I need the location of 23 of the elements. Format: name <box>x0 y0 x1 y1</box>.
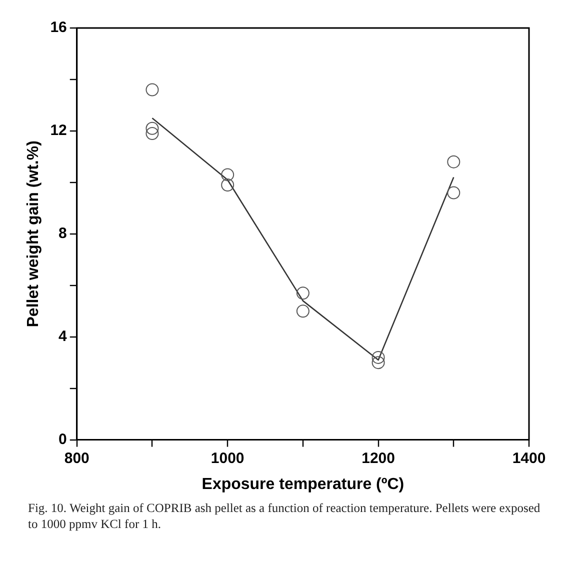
y-tick-label: 12 <box>50 122 67 140</box>
point <box>296 304 310 318</box>
x-axis-title: Exposure temperature (ºC) <box>202 476 404 493</box>
point <box>372 356 385 370</box>
y-tick-label: 0 <box>58 430 67 448</box>
x-tick-label: 1000 <box>210 450 244 467</box>
point <box>372 350 385 364</box>
point <box>447 155 460 168</box>
caption: Fig. 10. Weight gain of COPRIB ash pellet as a function of reaction temperature. Pellets were exposed to 1000 ppmv KCl for 1 h. <box>28 500 542 532</box>
point <box>221 178 234 192</box>
y-tick-label: 16 <box>50 19 67 36</box>
point <box>447 186 460 200</box>
x-tick-label: 1400 <box>512 450 546 467</box>
point <box>146 127 159 140</box>
point <box>296 286 310 300</box>
x-tick-label: 1200 <box>362 450 395 467</box>
point <box>146 83 159 96</box>
y-tick-label: 8 <box>58 225 67 242</box>
y-axis-title: Pellet weight gain (wt.%) <box>25 140 42 328</box>
point <box>221 168 234 182</box>
point <box>146 122 159 135</box>
x-tick-label: 800 <box>64 450 90 467</box>
y-tick-label: 4 <box>58 328 68 345</box>
